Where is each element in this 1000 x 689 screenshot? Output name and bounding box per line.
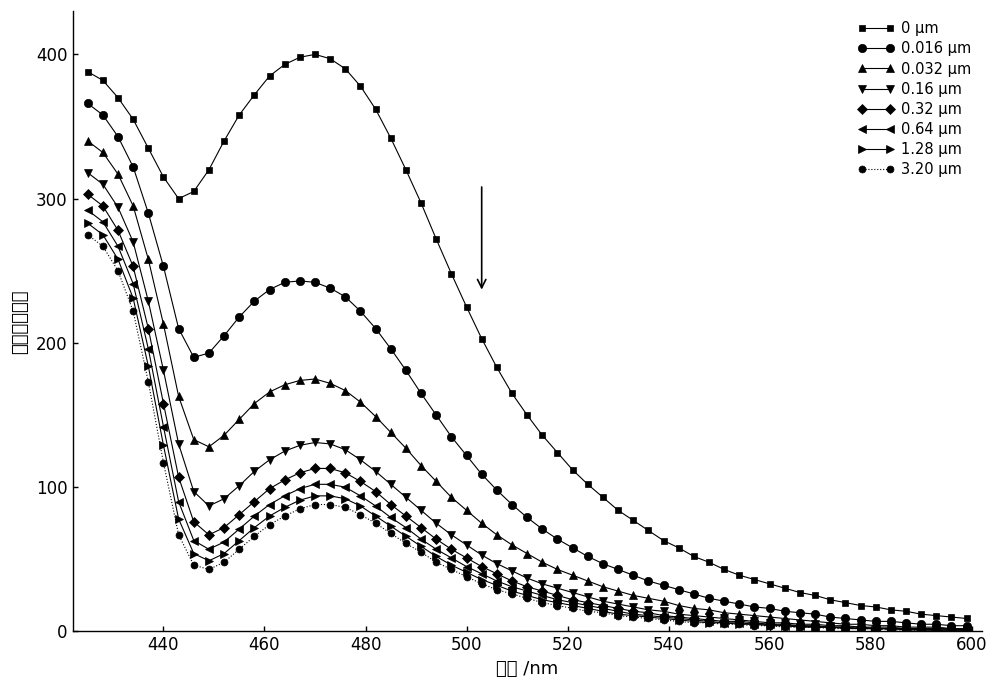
0.32 μm: [930, 626, 942, 634]
3.20 μm: [718, 620, 730, 628]
0.016 μm: [961, 621, 973, 630]
1.28 μm: [218, 549, 230, 557]
0.016 μm: [173, 325, 185, 333]
0 μm: [112, 94, 124, 102]
1.28 μm: [173, 515, 185, 523]
0.16 μm: [536, 579, 548, 588]
0.32 μm: [536, 587, 548, 595]
1.28 μm: [309, 492, 321, 500]
0.032 μm: [112, 170, 124, 178]
1.28 μm: [961, 626, 973, 634]
0.016 μm: [309, 278, 321, 287]
0.032 μm: [82, 137, 94, 145]
0.64 μm: [112, 242, 124, 250]
0.16 μm: [218, 495, 230, 503]
1.28 μm: [112, 255, 124, 263]
0 μm: [551, 449, 563, 457]
Y-axis label: 荧光发射强度: 荧光发射强度: [11, 289, 29, 353]
Line: 0.64 μm: 0.64 μm: [84, 206, 971, 634]
0 μm: [309, 50, 321, 59]
0.32 μm: [309, 464, 321, 473]
0.032 μm: [536, 558, 548, 566]
0.64 μm: [915, 626, 927, 634]
Line: 1.28 μm: 1.28 μm: [84, 219, 971, 634]
Line: 0.032 μm: 0.032 μm: [84, 137, 971, 633]
3.20 μm: [309, 500, 321, 508]
0.016 μm: [218, 331, 230, 340]
0.032 μm: [309, 375, 321, 383]
3.20 μm: [885, 626, 897, 634]
0.64 μm: [82, 206, 94, 214]
0.16 μm: [173, 440, 185, 448]
0.16 μm: [718, 615, 730, 623]
1.28 μm: [536, 595, 548, 604]
1.28 μm: [82, 219, 94, 227]
0.64 μm: [218, 538, 230, 546]
0.32 μm: [82, 190, 94, 198]
0.032 μm: [945, 624, 957, 633]
1.28 μm: [900, 626, 912, 634]
Line: 0.32 μm: 0.32 μm: [84, 191, 970, 633]
3.20 μm: [82, 231, 94, 239]
0 μm: [961, 615, 973, 623]
0.016 μm: [536, 525, 548, 533]
0.32 μm: [718, 617, 730, 626]
0.016 μm: [112, 132, 124, 141]
0.64 μm: [173, 497, 185, 506]
X-axis label: 波长 /nm: 波长 /nm: [496, 660, 558, 678]
0.64 μm: [309, 480, 321, 489]
0.64 μm: [718, 619, 730, 627]
0 μm: [82, 68, 94, 76]
3.20 μm: [961, 626, 973, 634]
3.20 μm: [536, 599, 548, 607]
Line: 0 μm: 0 μm: [84, 51, 970, 622]
0.32 μm: [112, 226, 124, 234]
0.16 μm: [112, 203, 124, 212]
3.20 μm: [112, 267, 124, 275]
0.016 μm: [718, 597, 730, 606]
0.32 μm: [961, 626, 973, 634]
0.016 μm: [82, 99, 94, 107]
0.16 μm: [961, 626, 973, 634]
0.032 μm: [218, 431, 230, 440]
0 μm: [218, 137, 230, 145]
0.016 μm: [945, 621, 957, 630]
0.032 μm: [173, 392, 185, 400]
0.64 μm: [961, 626, 973, 634]
0.16 μm: [82, 169, 94, 177]
1.28 μm: [718, 619, 730, 627]
0 μm: [733, 571, 745, 579]
0.32 μm: [218, 524, 230, 532]
Line: 0.16 μm: 0.16 μm: [84, 169, 971, 634]
3.20 μm: [218, 558, 230, 566]
0.032 μm: [718, 608, 730, 617]
Line: 0.016 μm: 0.016 μm: [84, 99, 971, 630]
0 μm: [173, 194, 185, 203]
0.32 μm: [173, 473, 185, 481]
0 μm: [324, 54, 336, 63]
0.16 μm: [309, 438, 321, 446]
3.20 μm: [173, 531, 185, 539]
Line: 3.20 μm: 3.20 μm: [84, 232, 970, 633]
0.64 μm: [536, 591, 548, 599]
Legend: 0 μm, 0.016 μm, 0.032 μm, 0.16 μm, 0.32 μm, 0.64 μm, 1.28 μm, 3.20 μm: 0 μm, 0.016 μm, 0.032 μm, 0.16 μm, 0.32 …: [852, 15, 977, 183]
0.032 μm: [961, 624, 973, 633]
